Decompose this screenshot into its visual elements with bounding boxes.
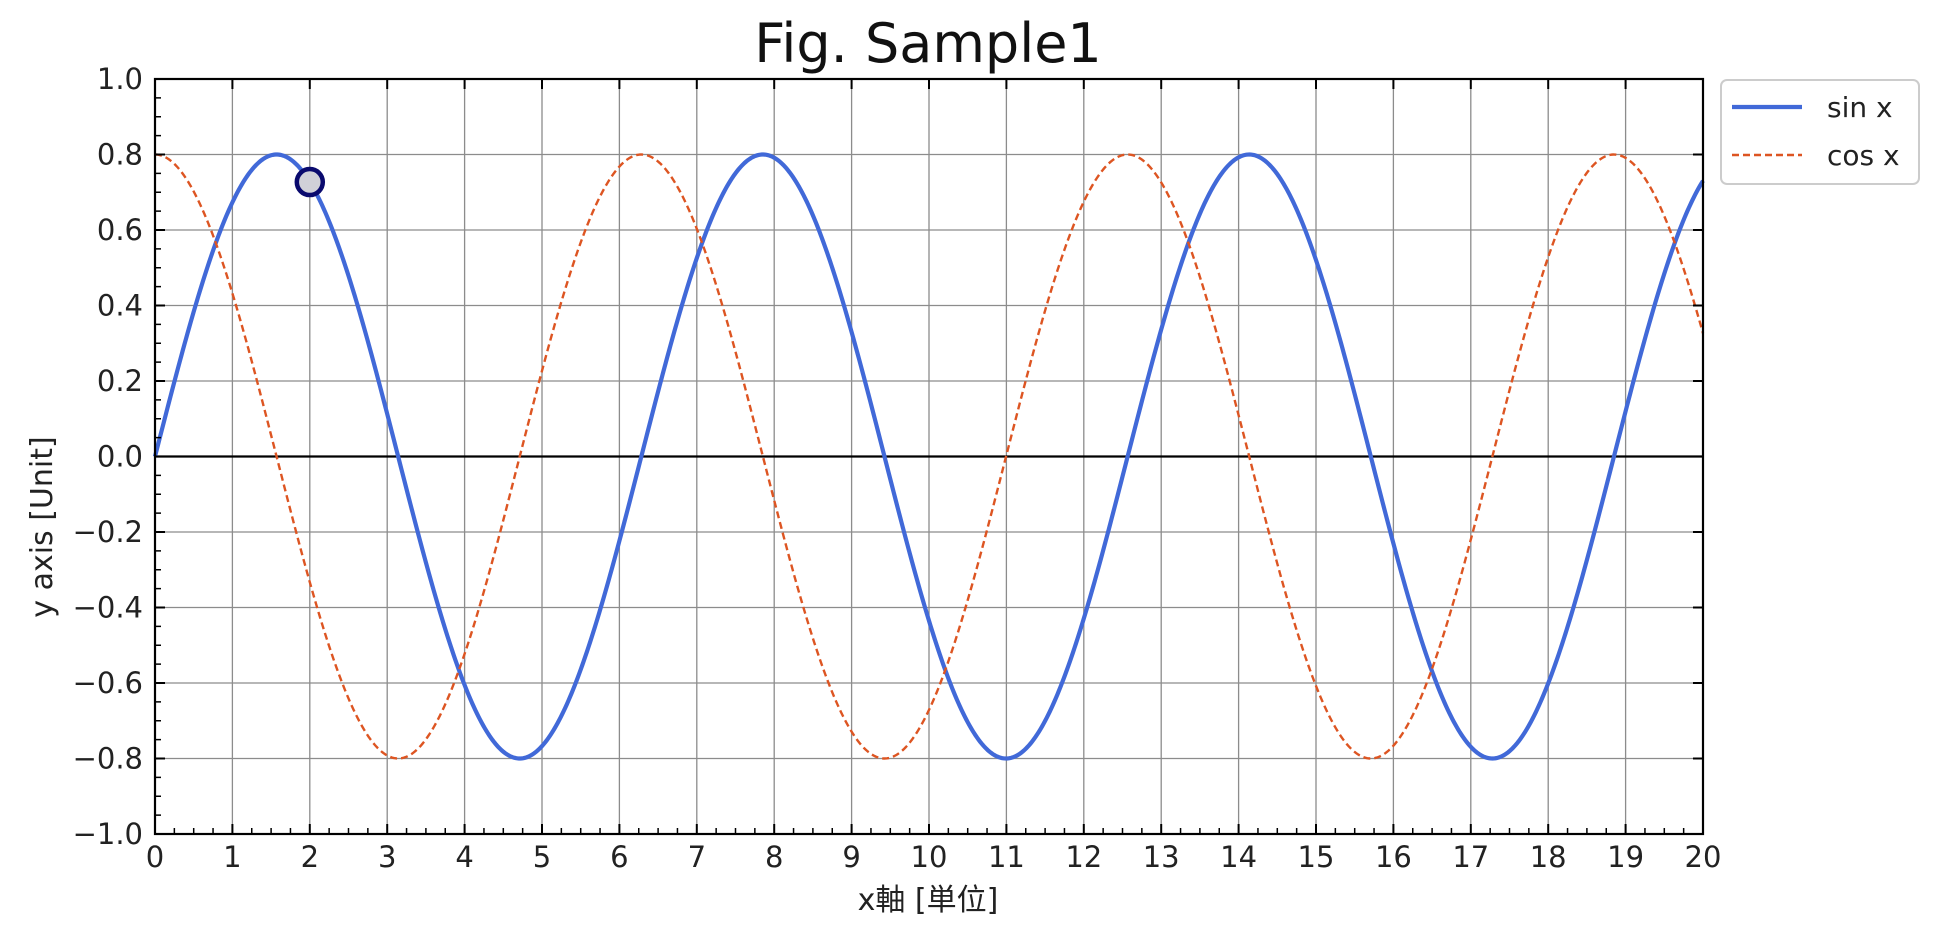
x-tick-label: 2 <box>301 840 319 874</box>
x-tick-label: 16 <box>1375 840 1412 874</box>
series-line-sin-x <box>152 152 1705 761</box>
x-tick-label: 17 <box>1452 840 1489 874</box>
x-tick-label: 18 <box>1530 840 1567 874</box>
x-tick-label: 11 <box>988 840 1025 874</box>
y-tick-label: 0.4 <box>97 289 143 323</box>
x-tick-label: 5 <box>533 840 551 874</box>
x-tick-label: 19 <box>1607 840 1644 874</box>
x-axis-title: x軸 [単位] <box>858 883 999 918</box>
y-axis-title: y axis [Unit] <box>25 436 60 617</box>
x-tick-label: 20 <box>1685 840 1722 874</box>
x-tick-label: 9 <box>842 840 860 874</box>
y-tick-label: 0.6 <box>97 213 143 247</box>
x-tick-label: 3 <box>378 840 396 874</box>
y-tick-label: −0.2 <box>73 515 143 549</box>
y-tick-label: −0.4 <box>73 591 143 625</box>
x-tick-label: 12 <box>1065 840 1102 874</box>
y-tick-label: −1.0 <box>73 817 143 851</box>
x-tick-label: 7 <box>688 840 706 874</box>
chart-title: Fig. Sample1 <box>754 12 1102 75</box>
x-tick-label: 10 <box>911 840 948 874</box>
series-line-cos-x <box>154 153 1705 760</box>
y-tick-label: −0.6 <box>73 666 143 700</box>
x-tick-label: 4 <box>455 840 473 874</box>
highlight-point-marker <box>294 166 326 198</box>
x-tick-label: 14 <box>1220 840 1257 874</box>
legend-label: sin x <box>1827 91 1893 124</box>
x-tick-label: 6 <box>610 840 628 874</box>
x-tick-label: 1 <box>223 840 241 874</box>
x-tick-label: 8 <box>765 840 783 874</box>
y-tick-label: −0.8 <box>73 742 143 776</box>
x-tick-label: 15 <box>1298 840 1335 874</box>
y-tick-label: 1.0 <box>97 62 143 96</box>
y-tick-label: 0.2 <box>97 364 143 398</box>
x-tick-label: 0 <box>146 840 164 874</box>
plot-area: 0 1 2 3 4 5 6 7 8 9 10 11 12 13 14 15 16 17 18 19 20−1.0−0.8… <box>73 62 1722 874</box>
legend: sin x cos x <box>1720 79 1920 185</box>
x-tick-label: 13 <box>1143 840 1180 874</box>
y-tick-label: 0.0 <box>97 440 143 474</box>
y-tick-label: 0.8 <box>97 138 143 172</box>
legend-label: cos x <box>1827 139 1900 172</box>
